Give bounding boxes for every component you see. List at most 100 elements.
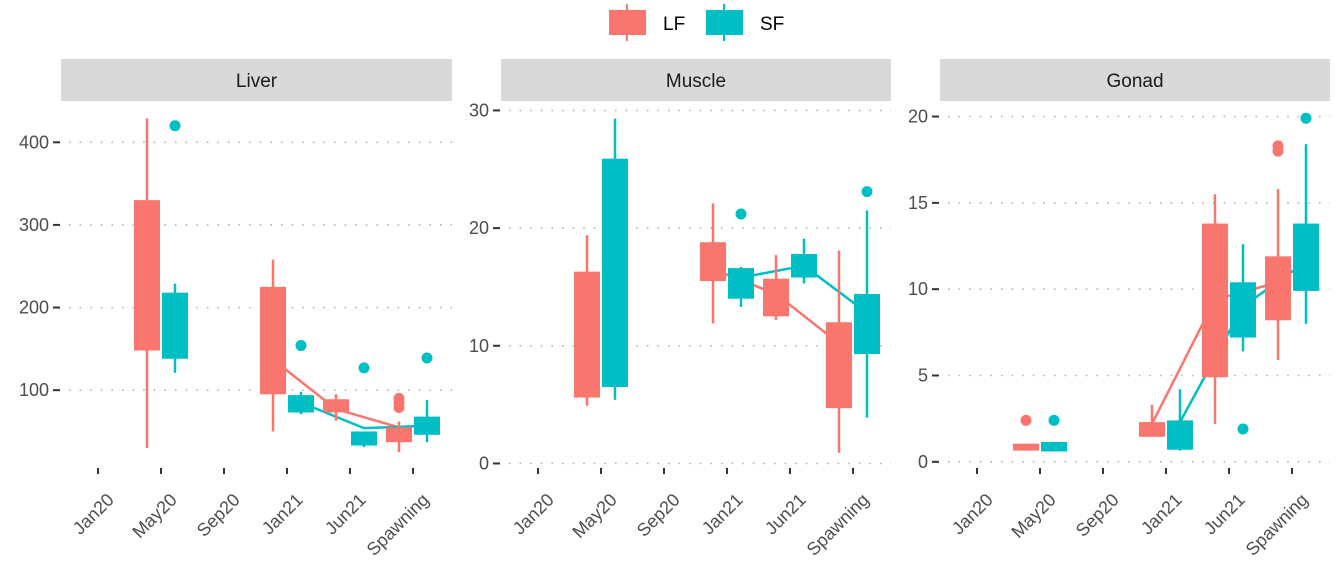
legend-item-lf: LF <box>609 4 685 41</box>
box-lf-may20 <box>134 118 160 448</box>
y-tick-label: 400 <box>19 132 49 152</box>
legend-label: SF <box>760 14 784 35</box>
box-body <box>1139 422 1165 437</box>
box-sf-jan21 <box>728 208 754 307</box>
box-body <box>386 427 412 443</box>
outlier-point <box>169 120 181 132</box>
outlier-point <box>295 340 307 352</box>
outlier-point <box>393 402 405 414</box>
legend: LF SF <box>609 4 784 41</box>
y-tick-label: 100 <box>19 380 49 400</box>
x-tick-label: Sep20 <box>1072 490 1123 541</box>
y-tick-label: 0 <box>479 453 489 473</box>
outlier-point <box>861 186 873 198</box>
x-tick-label: Jan20 <box>948 490 997 539</box>
y-tick-label: 20 <box>908 107 928 127</box>
x-tick-label: Jan20 <box>509 490 558 539</box>
box-body <box>414 416 440 435</box>
box-lf-jun21 <box>323 394 349 421</box>
box-body <box>763 278 789 317</box>
box-body <box>1167 420 1193 450</box>
outlier-point <box>1020 414 1032 426</box>
box-sf-spawning <box>854 186 880 418</box>
y-tick-label: 30 <box>469 100 489 120</box>
y-tick-label: 200 <box>19 298 49 318</box>
box-sf-may20 <box>1041 414 1067 452</box>
box-body <box>602 158 628 387</box>
box-body <box>162 292 188 359</box>
legend-key-box <box>706 10 743 35</box>
facet-strip-label: Liver <box>236 71 278 92</box>
box-body <box>1202 223 1228 378</box>
box-sf-jun21 <box>351 362 377 448</box>
x-tick-label: Spawning <box>1242 490 1312 560</box>
facet-strip <box>501 59 891 101</box>
box-lf-may20 <box>574 235 600 406</box>
box-sf-jun21 <box>791 238 817 284</box>
box-body <box>1013 443 1039 451</box>
box-lf-may20 <box>1013 414 1039 451</box>
facet-strip <box>940 59 1330 101</box>
box-lf-jan21 <box>1139 404 1165 437</box>
box-body <box>1230 282 1256 338</box>
x-tick-label: May20 <box>128 490 180 542</box>
box-sf-spawning <box>1293 112 1319 324</box>
outlier-point <box>1237 423 1249 435</box>
panel-muscle: Muscle 0 10 20 30 Jan20 May20 Sep20 Jan21 Jun21Sp… <box>469 59 891 560</box>
y-tick-label: 0 <box>918 452 928 472</box>
facet-strip <box>61 59 452 101</box>
box-sf-may20 <box>602 118 628 400</box>
x-tick-label: May20 <box>1007 490 1059 542</box>
box-body <box>260 286 286 395</box>
x-tick-label: Sep20 <box>633 490 684 541</box>
box-body <box>728 268 754 299</box>
box-sf-may20 <box>162 120 188 373</box>
facet-strip-label: Muscle <box>666 71 726 92</box>
y-tick-label: 10 <box>908 279 928 299</box>
median-line-sf <box>300 401 428 430</box>
box-body <box>323 399 349 413</box>
box-sf-jun21 <box>1230 244 1256 435</box>
box-body <box>791 253 817 278</box>
outlier-point <box>1048 414 1060 426</box>
outlier-point <box>1272 140 1284 152</box>
y-tick-label: 10 <box>469 336 489 356</box>
legend-item-sf: SF <box>706 4 784 41</box>
y-tick-label: 20 <box>469 218 489 238</box>
outlier-point <box>735 208 747 220</box>
box-body <box>288 395 314 413</box>
box-body <box>351 431 377 446</box>
box-lf-jan21 <box>260 259 286 432</box>
box-body <box>700 242 726 282</box>
legend-label: LF <box>663 14 685 35</box>
box-sf-spawning <box>414 352 440 443</box>
facet-strip-label: Gonad <box>1106 71 1163 92</box>
panel-gonad: Gonad 0 5 10 15 20 Jan20 May20 Sep20 Jan21 Jun21Sp… <box>908 59 1330 560</box>
box-body <box>1293 223 1319 291</box>
x-tick-label: Spawning <box>363 490 433 560</box>
box-lf-spawning <box>386 392 412 453</box>
x-tick-label: Jan21 <box>1137 490 1186 539</box>
x-tick-label: Sep20 <box>193 490 244 541</box>
box-body <box>826 322 852 409</box>
box-lf-jun21 <box>763 255 789 320</box>
x-tick-label: Jan21 <box>698 490 747 539</box>
legend-key-box <box>609 10 646 35</box>
box-body <box>854 294 880 355</box>
y-tick-label: 15 <box>908 193 928 213</box>
box-body <box>134 200 160 351</box>
box-lf-spawning <box>826 250 852 453</box>
box-lf-jan21 <box>700 203 726 324</box>
box-body <box>1265 256 1291 321</box>
box-body <box>1041 441 1067 452</box>
x-tick-label: Spawning <box>803 490 873 560</box>
x-tick-label: Jan21 <box>258 490 307 539</box>
y-tick-label: 300 <box>19 215 49 235</box>
x-tick-label: May20 <box>568 490 620 542</box>
x-tick-label: Jun21 <box>761 490 810 539</box>
outlier-point <box>1300 112 1312 124</box>
box-lf-jun21 <box>1202 194 1228 424</box>
panel-liver: Liver 100 200 300 400 Jan20 May20 Sep20 Jan21 Jun… <box>19 59 452 560</box>
